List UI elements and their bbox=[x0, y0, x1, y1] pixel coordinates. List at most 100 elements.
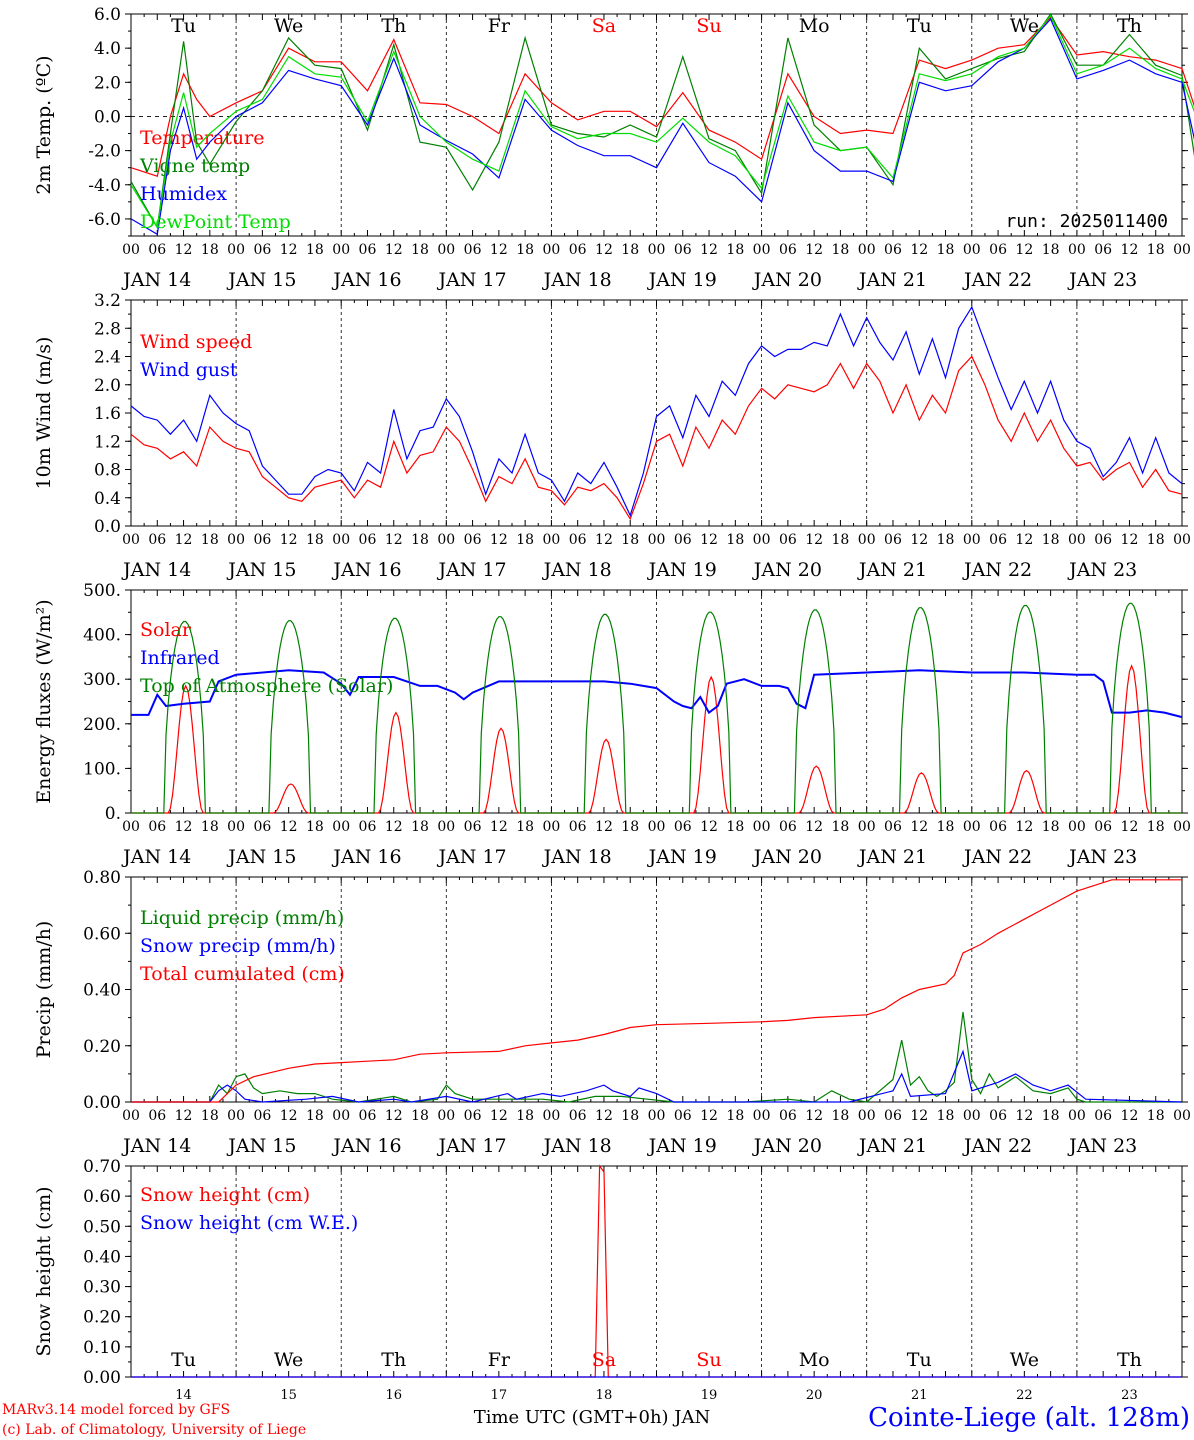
xtick-label: 00 bbox=[1068, 532, 1086, 548]
xtick-label: 18 bbox=[201, 819, 219, 835]
xtick-label: 00 bbox=[122, 532, 140, 548]
date-label: JAN 17 bbox=[436, 559, 506, 581]
xtick-label: 18 bbox=[937, 1108, 955, 1124]
date-label: JAN 22 bbox=[962, 846, 1032, 868]
xtick-label: 12 bbox=[385, 819, 403, 835]
xtick-label: 06 bbox=[359, 532, 377, 548]
series-line-1 bbox=[130, 16, 1194, 177]
date-label: JAN 21 bbox=[857, 559, 927, 581]
date-label: JAN 16 bbox=[331, 559, 401, 581]
xtick-label: 18 bbox=[1042, 532, 1060, 548]
xtick-label: 12 bbox=[175, 532, 193, 548]
ytick-label: 300. bbox=[83, 670, 121, 690]
xtick-label: 12 bbox=[175, 819, 193, 835]
xtick-label: 12 bbox=[595, 242, 613, 258]
series-line-2 bbox=[130, 12, 1194, 230]
xtick-label: 18 bbox=[832, 242, 850, 258]
legend-entry: Vigne temp bbox=[139, 155, 250, 177]
ytick-label: 0.60 bbox=[83, 1187, 121, 1207]
legend-entry: Solar bbox=[140, 619, 192, 641]
footer-model: MARv3.14 model forced by GFS bbox=[2, 1402, 230, 1418]
panel-2: 3.2 2.8 2.4 2.0 1.6 1.2 0.8 0.4 0.0 10m Wind (m/s… bbox=[33, 291, 1191, 581]
legend-entry: Top of Atmosphere (Solar) bbox=[140, 675, 393, 697]
xtick-label: 00 bbox=[1173, 242, 1191, 258]
xtick-label: 12 bbox=[175, 1108, 193, 1124]
xtick-label: 12 bbox=[805, 1108, 823, 1124]
day-number: 14 bbox=[175, 1388, 192, 1403]
xtick-label: 06 bbox=[884, 1108, 902, 1124]
date-label: JAN 21 bbox=[857, 269, 927, 291]
ytick-label: 0.20 bbox=[83, 1037, 121, 1057]
ytick-label: 0.00 bbox=[83, 1093, 121, 1113]
xtick-label: 06 bbox=[569, 532, 587, 548]
xtick-label: 12 bbox=[700, 819, 718, 835]
xtick-label: 18 bbox=[621, 242, 639, 258]
xtick-label: 06 bbox=[464, 1108, 482, 1124]
ytick-label: 0.40 bbox=[83, 1247, 121, 1267]
xtick-label: 06 bbox=[779, 1108, 797, 1124]
series-line-3 bbox=[131, 602, 1182, 814]
legend-entry: Infrared bbox=[140, 647, 220, 669]
xtick-label: 00 bbox=[858, 242, 876, 258]
date-label: JAN 22 bbox=[962, 269, 1032, 291]
xtick-label: 00 bbox=[437, 532, 455, 548]
xtick-label: 18 bbox=[411, 532, 429, 548]
ylabel: 2m Temp. (ºC) bbox=[33, 55, 55, 194]
xtick-label: 00 bbox=[437, 819, 455, 835]
xtick-label: 06 bbox=[989, 532, 1007, 548]
plot-frame bbox=[130, 589, 1183, 814]
xtick-label: 12 bbox=[175, 242, 193, 258]
xtick-label: 00 bbox=[1068, 242, 1086, 258]
xtick-label: 00 bbox=[542, 532, 560, 548]
weekday-label: We bbox=[274, 1349, 303, 1371]
weekday-label: Su bbox=[696, 15, 721, 37]
xtick-label: 18 bbox=[1042, 1108, 1060, 1124]
ytick-label: 200. bbox=[83, 715, 121, 735]
xtick-label: 12 bbox=[280, 819, 298, 835]
date-label: JAN 16 bbox=[331, 1135, 401, 1157]
date-label: JAN 14 bbox=[121, 846, 191, 868]
day-number: 15 bbox=[280, 1388, 297, 1403]
ytick-label: 0.50 bbox=[83, 1217, 121, 1237]
xtick-label: 06 bbox=[359, 819, 377, 835]
xtick-label: 12 bbox=[1121, 819, 1139, 835]
xtick-label: 12 bbox=[910, 532, 928, 548]
date-label: JAN 22 bbox=[962, 1135, 1032, 1157]
ytick-label: 0.40 bbox=[83, 981, 121, 1001]
weekday-label: Tu bbox=[907, 15, 932, 37]
date-label: JAN 16 bbox=[331, 846, 401, 868]
xtick-label: 06 bbox=[674, 532, 692, 548]
ytick-label: 3.2 bbox=[94, 291, 121, 311]
date-label: JAN 14 bbox=[121, 559, 191, 581]
xtick-label: 06 bbox=[464, 532, 482, 548]
xtick-label: 18 bbox=[1147, 1108, 1165, 1124]
xtick-label: 06 bbox=[674, 242, 692, 258]
xtick-label: 18 bbox=[516, 242, 534, 258]
xtick-label: 12 bbox=[490, 532, 508, 548]
xtick-label: 12 bbox=[910, 819, 928, 835]
xtick-label: 00 bbox=[753, 819, 771, 835]
day-number: 23 bbox=[1121, 1388, 1138, 1403]
weekday-label: Fr bbox=[488, 1349, 511, 1371]
weekday-label: We bbox=[1010, 15, 1039, 37]
xtick-label: 18 bbox=[832, 532, 850, 548]
xtick-label: 18 bbox=[516, 1108, 534, 1124]
xtick-label: 00 bbox=[122, 1108, 140, 1124]
date-label: JAN 17 bbox=[436, 269, 506, 291]
ytick-label: 0.20 bbox=[83, 1308, 121, 1328]
weekday-label: Tu bbox=[907, 1349, 932, 1371]
xtick-label: 06 bbox=[1094, 819, 1112, 835]
xtick-label: 18 bbox=[516, 819, 534, 835]
xtick-label: 00 bbox=[858, 1108, 876, 1124]
xtick-label: 12 bbox=[385, 1108, 403, 1124]
xtick-label: 12 bbox=[910, 242, 928, 258]
day-number: 21 bbox=[911, 1388, 928, 1403]
series-line-2 bbox=[131, 669, 1183, 719]
xtick-label: 06 bbox=[1094, 242, 1112, 258]
legend-entry: Liquid precip (mm/h) bbox=[140, 907, 344, 929]
xtick-label: 00 bbox=[753, 1108, 771, 1124]
ylabel: Energy fluxes (W/m²) bbox=[33, 599, 55, 803]
xtick-label: 00 bbox=[122, 819, 140, 835]
xtick-label: 00 bbox=[332, 1108, 350, 1124]
date-label: JAN 17 bbox=[436, 846, 506, 868]
